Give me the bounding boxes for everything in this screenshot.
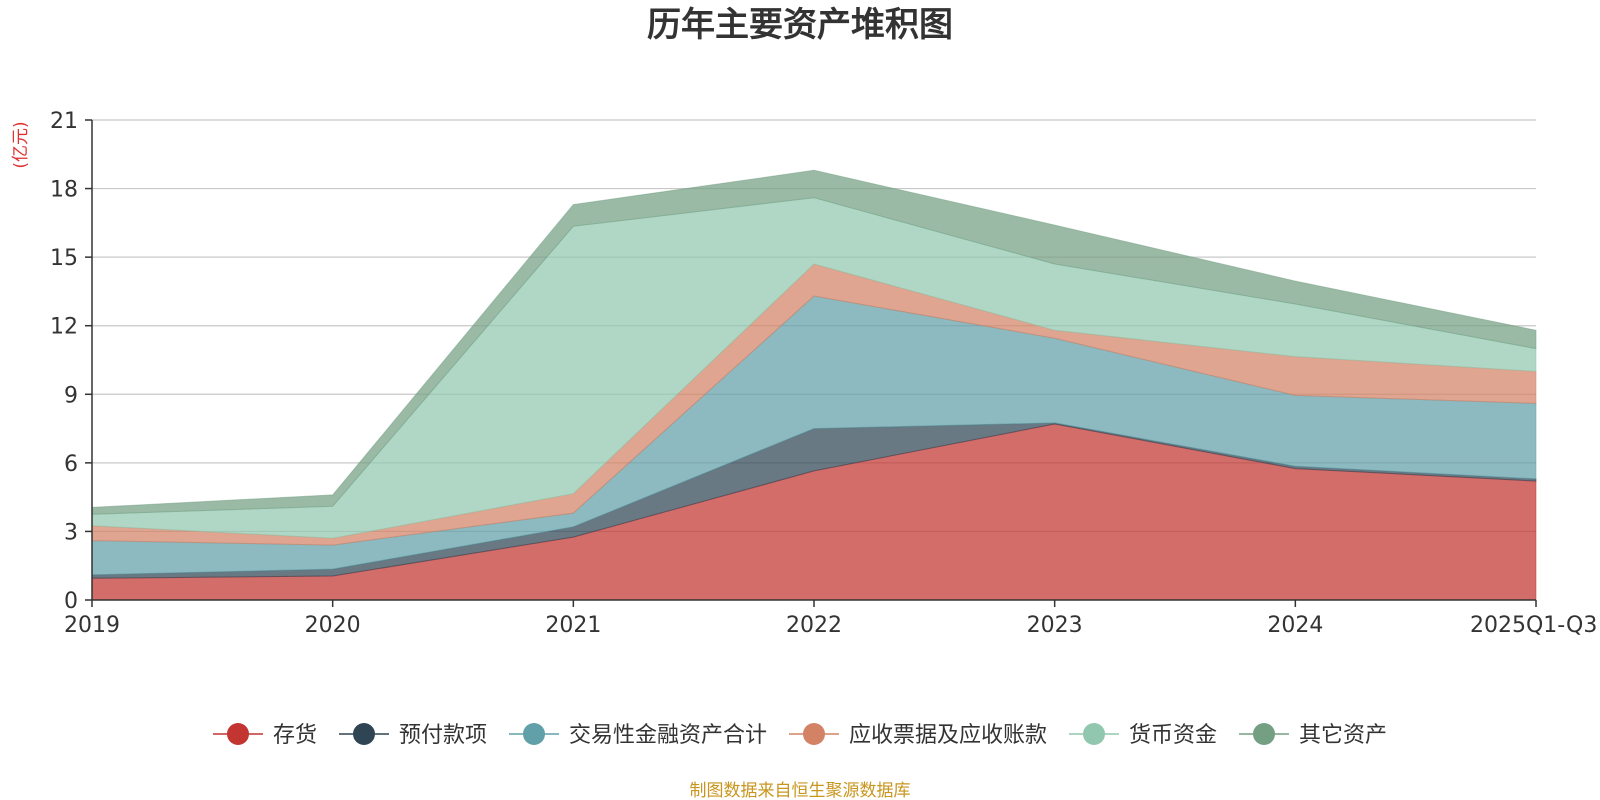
legend-item-1[interactable]: 存货 (213, 723, 317, 748)
x-tick-label: 2024 (1267, 613, 1323, 638)
legend-marker-icon (1083, 723, 1105, 745)
axes: 0 3 6 9 12 15 18 21 2019 2020 2021 2022 2023 2024 2025… (50, 109, 1597, 638)
x-tick-label: 2021 (545, 613, 601, 638)
legend-label: 其它资产 (1299, 723, 1387, 748)
source-note: 制图数据来自恒生聚源数据库 (690, 781, 911, 800)
chart-title: 历年主要资产堆积图 (647, 5, 953, 45)
area-series-6[interactable] (91, 169, 1537, 515)
legend-marker-icon (803, 723, 825, 745)
y-tick-label: 0 (64, 589, 78, 614)
y-tick-label: 21 (50, 109, 78, 134)
x-tick-label: 2020 (305, 613, 361, 638)
x-tick-label: 2025Q1-Q3 (1470, 613, 1597, 638)
y-tick-label: 15 (50, 246, 78, 271)
y-tick-label: 3 (64, 520, 78, 545)
x-tick-label: 2019 (64, 613, 120, 638)
y-tick-label: 6 (64, 452, 78, 477)
legend-marker-icon (523, 723, 545, 745)
legend-label: 预付款项 (399, 723, 487, 748)
y-tick-label: 9 (64, 383, 78, 408)
y-axis-unit-label: (亿元) (11, 121, 31, 168)
y-tick-label: 18 (50, 178, 78, 203)
legend-item-5[interactable]: 货币资金 (1069, 723, 1217, 748)
legend-marker-icon (1253, 723, 1275, 745)
legend-item-3[interactable]: 交易性金融资产合计 (509, 723, 767, 748)
x-tick-label: 2022 (786, 613, 842, 638)
legend-label: 货币资金 (1129, 723, 1217, 748)
legend-marker-icon (227, 723, 249, 745)
legend-item-2[interactable]: 预付款项 (339, 723, 487, 748)
legend[interactable]: 存货 预付款项 交易性金融资产合计 应收票据及应收账款 货币资金 其它资产 (213, 723, 1387, 748)
legend-label: 交易性金融资产合计 (569, 723, 767, 748)
legend-marker-icon (353, 723, 375, 745)
legend-item-6[interactable]: 其它资产 (1239, 723, 1387, 748)
x-tick-label: 2023 (1027, 613, 1083, 638)
legend-label: 存货 (273, 723, 317, 748)
legend-item-4[interactable]: 应收票据及应收账款 (789, 723, 1047, 748)
y-tick-label: 12 (50, 315, 78, 340)
area-series-group (91, 169, 1537, 601)
legend-label: 应收票据及应收账款 (849, 723, 1047, 748)
